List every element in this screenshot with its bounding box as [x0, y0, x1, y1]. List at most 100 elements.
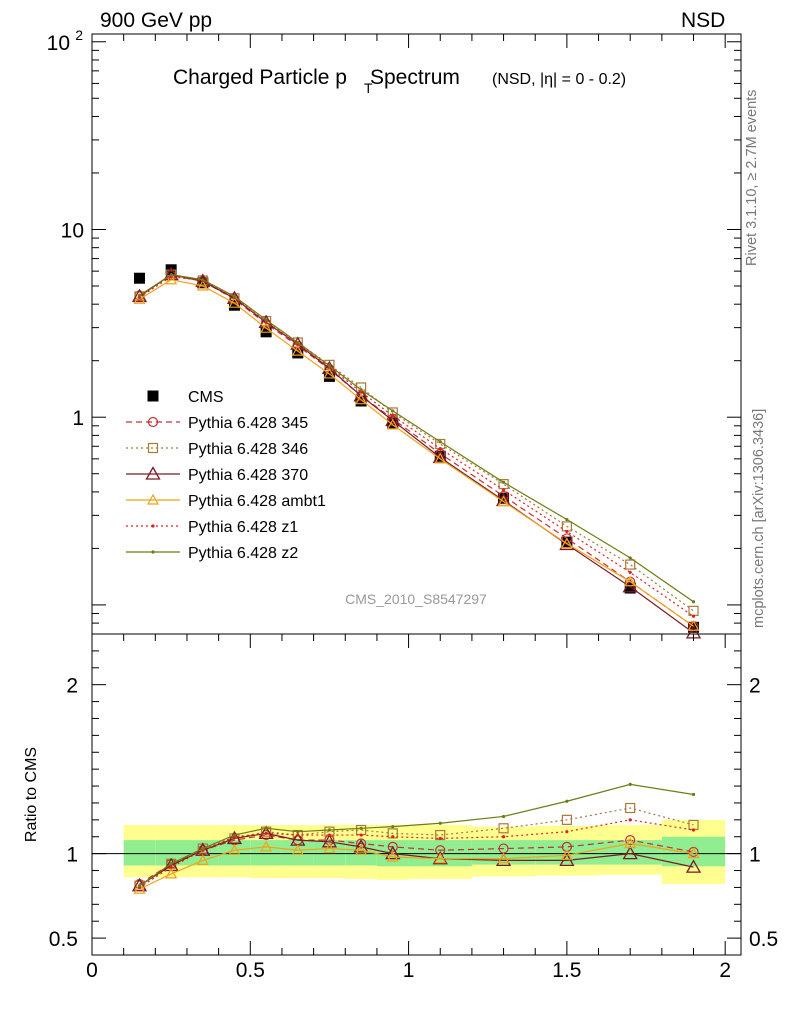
uncertainty-band-inner: [123, 840, 156, 866]
ratio-x-tick-label-0: 0: [86, 959, 98, 982]
ratio-point-4-6: [327, 833, 332, 837]
ratio-point-5-11: [565, 799, 569, 803]
data-point-5-13: [691, 614, 696, 618]
ratio-point-0-12: [625, 835, 636, 846]
chart-title: Charged Particle p: [173, 66, 347, 89]
data-point-4-8: [386, 418, 399, 430]
ratio-point-4-10: [501, 835, 506, 839]
legend-label-3: Pythia 6.428 370: [188, 467, 308, 484]
data-point-5-7: [359, 390, 363, 394]
legend-marker-4: [146, 493, 160, 505]
header-energy: 900 GeV pp: [100, 9, 213, 32]
data-point-5-10: [501, 488, 506, 492]
ratio-point-5-0: [137, 884, 142, 888]
legend-marker-0: [147, 390, 159, 402]
ratio-point-5-13: [691, 792, 696, 797]
chart-title-note: (NSD, |η| = 0 - 0.2): [492, 71, 626, 88]
ratio-point-4-11: [565, 830, 569, 834]
data-point-6-11: [565, 517, 569, 522]
ratio-point-1-12: [625, 802, 636, 814]
legend-label-6: Pythia 6.428 z2: [188, 545, 298, 562]
data-point-0-6: [323, 370, 335, 382]
ratio-series-line-5: [139, 783, 694, 887]
data-point-0-11: [561, 536, 573, 548]
data-point-4-5: [291, 344, 304, 356]
ratio-series-line-4: [139, 819, 694, 888]
ratio-series-line-2: [139, 832, 694, 887]
data-point-0-9: [434, 450, 446, 462]
ratio-point-3-12: [624, 837, 637, 849]
chart-title-tail: Spectrum: [370, 66, 460, 89]
ratio-point-3-13: [687, 847, 700, 859]
header-process: NSD: [681, 9, 726, 32]
data-point-3-5: [290, 336, 306, 350]
legend-label-5: Pythia 6.428 z1: [188, 519, 298, 536]
y-tick-label-1: 1: [72, 407, 84, 430]
ratio-point-1-11: [561, 814, 572, 825]
data-point-0-2: [197, 277, 209, 289]
legend-marker-2: [147, 442, 159, 454]
ratio-point-4-13: [691, 828, 696, 832]
ratio-point-5-3: [232, 833, 237, 837]
data-point-0-5: [292, 347, 304, 359]
ratio-point-5-7: [359, 826, 363, 830]
data-point-5-11: [565, 529, 569, 534]
ratio-x-tick-label-2: 1: [403, 959, 415, 982]
ratio-point-5-1: [169, 862, 173, 866]
ratio-point-1-10: [498, 823, 509, 834]
ratio-point-3-4: [260, 840, 273, 852]
ratio-point-3-11: [560, 849, 573, 860]
ratio-point-2-4: [258, 825, 274, 840]
data-point-6-4: [264, 318, 268, 322]
data-point-6-10: [501, 480, 506, 484]
data-point-4-4: [260, 321, 273, 333]
ratio-x-tick-label-1: 0.5: [236, 959, 265, 982]
ratio-point-4-8: [391, 835, 395, 839]
ratio-point-3-2: [196, 854, 209, 865]
data-point-4-0: [133, 293, 146, 304]
ratio-point-2-1: [163, 857, 179, 872]
ratio-point-3-0: [133, 882, 146, 894]
data-point-6-0: [137, 293, 142, 298]
series-line-5: [139, 276, 694, 617]
uncertainty-band-inner: [250, 840, 282, 866]
data-point-5-4: [264, 320, 268, 324]
ratio-y-axis-label: Ratio to CMS: [23, 747, 40, 842]
y-tick-label-100-exp: 2: [75, 27, 83, 43]
data-point-4-13: [687, 619, 700, 631]
data-point-6-9: [438, 440, 442, 444]
data-point-3-7: [353, 387, 369, 402]
data-point-4-6: [323, 367, 336, 379]
ratio-point-2-0: [131, 877, 148, 892]
ratio-y-tick-label-right-2: 2: [749, 675, 761, 698]
legend-marker-3: [145, 466, 161, 480]
data-point-6-1: [169, 273, 173, 277]
data-point-0-12: [624, 582, 636, 594]
ratio-point-5-12: [628, 782, 632, 786]
ratio-y-tick-label-right-0: 0.5: [749, 928, 778, 951]
y-tick-label-100: 10: [47, 32, 70, 55]
ratio-point-3-6: [323, 842, 336, 854]
spectrum-panel: 1 10 10 2 Charged Particle p T Spectrum (NSD, …: [47, 27, 742, 639]
data-point-6-3: [232, 294, 237, 299]
ratio-point-5-2: [201, 846, 205, 851]
data-point-6-8: [391, 409, 395, 413]
legend-label-2: Pythia 6.428 346: [188, 441, 308, 458]
ratio-point-3-8: [386, 850, 399, 862]
ratio-series-line-1: [139, 807, 694, 887]
ratio-x-tick-label-4: 2: [719, 959, 731, 982]
ratio-y-tick-label-2: 2: [66, 675, 78, 698]
legend-marker-1: [147, 416, 159, 428]
ratio-point-5-10: [501, 814, 506, 819]
ratio-point-4-7: [359, 833, 363, 837]
data-point-6-5: [296, 340, 300, 345]
ratio-point-4-9: [438, 836, 442, 841]
ratio-point-4-5: [296, 833, 300, 837]
ratio-point-4-1: [169, 865, 173, 869]
ratio-point-3-3: [228, 844, 241, 855]
data-point-4-7: [355, 393, 368, 405]
data-point-0-10: [498, 492, 510, 504]
data-point-6-6: [327, 364, 332, 368]
ratio-point-2-9: [432, 850, 448, 865]
